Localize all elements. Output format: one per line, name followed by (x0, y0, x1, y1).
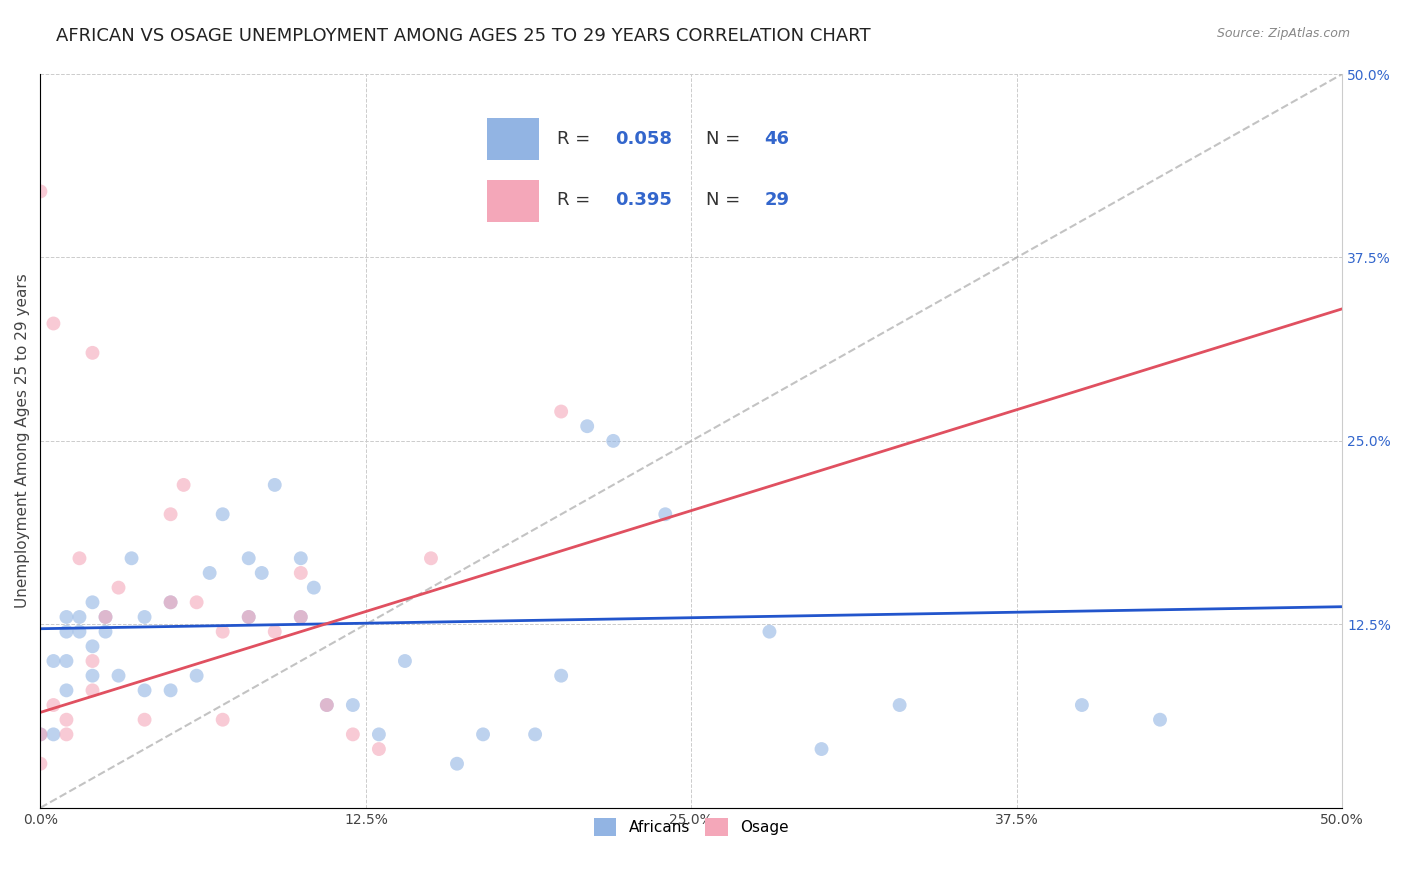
Point (134, 610, 156, 624)
Point (42, 317, 65, 331)
Point (107, 581, 129, 595)
Point (55, 654, 77, 668)
Y-axis label: Unemployment Among Ages 25 to 29 years: Unemployment Among Ages 25 to 29 years (15, 274, 30, 608)
Point (290, 566, 312, 580)
Point (654, 508, 676, 522)
Point (134, 713, 156, 727)
Point (211, 508, 233, 522)
Point (186, 595, 208, 609)
Point (82, 346, 104, 360)
Point (302, 581, 325, 595)
Point (810, 742, 832, 756)
Point (211, 713, 233, 727)
Point (602, 434, 624, 448)
Point (550, 404, 572, 418)
Point (82, 654, 104, 668)
Point (758, 624, 780, 639)
Point (159, 595, 181, 609)
Point (134, 683, 156, 698)
Point (1149, 713, 1171, 727)
Point (82, 640, 104, 654)
Point (550, 668, 572, 682)
Point (55, 683, 77, 698)
Point (82, 668, 104, 682)
Point (889, 698, 911, 712)
Point (159, 595, 181, 609)
Point (42, 698, 65, 712)
Point (250, 566, 273, 580)
Point (238, 551, 260, 566)
Point (82, 683, 104, 698)
Point (69, 551, 91, 566)
Point (1070, 698, 1092, 712)
Point (173, 478, 195, 492)
Point (290, 551, 312, 566)
Text: AFRICAN VS OSAGE UNEMPLOYMENT AMONG AGES 25 TO 29 YEARS CORRELATION CHART: AFRICAN VS OSAGE UNEMPLOYMENT AMONG AGES… (56, 27, 870, 45)
Point (30, 756, 52, 771)
Point (30, 185, 52, 199)
Point (30, 727, 52, 741)
Point (263, 624, 285, 639)
Legend: Africans, Osage: Africans, Osage (586, 810, 797, 844)
Point (186, 668, 208, 682)
Point (94, 610, 117, 624)
Point (121, 551, 143, 566)
Point (420, 551, 443, 566)
Point (472, 727, 495, 741)
Point (315, 698, 337, 712)
Point (524, 727, 547, 741)
Point (263, 478, 285, 492)
Point (198, 566, 221, 580)
Point (211, 624, 233, 639)
Point (576, 419, 599, 434)
Text: Source: ZipAtlas.com: Source: ZipAtlas.com (1216, 27, 1350, 40)
Point (367, 742, 389, 756)
Point (446, 756, 468, 771)
Point (367, 727, 389, 741)
Point (82, 595, 104, 609)
Point (238, 610, 260, 624)
Point (394, 654, 416, 668)
Point (55, 610, 77, 624)
Point (290, 610, 312, 624)
Point (69, 610, 91, 624)
Point (107, 668, 129, 682)
Point (55, 727, 77, 741)
Point (159, 508, 181, 522)
Point (94, 610, 117, 624)
Point (42, 654, 65, 668)
Point (55, 713, 77, 727)
Point (238, 610, 260, 624)
Point (342, 727, 364, 741)
Point (315, 698, 337, 712)
Point (30, 727, 52, 741)
Point (94, 624, 117, 639)
Point (42, 727, 65, 741)
Point (290, 610, 312, 624)
Point (342, 698, 364, 712)
Point (159, 683, 181, 698)
Point (69, 624, 91, 639)
Point (55, 624, 77, 639)
